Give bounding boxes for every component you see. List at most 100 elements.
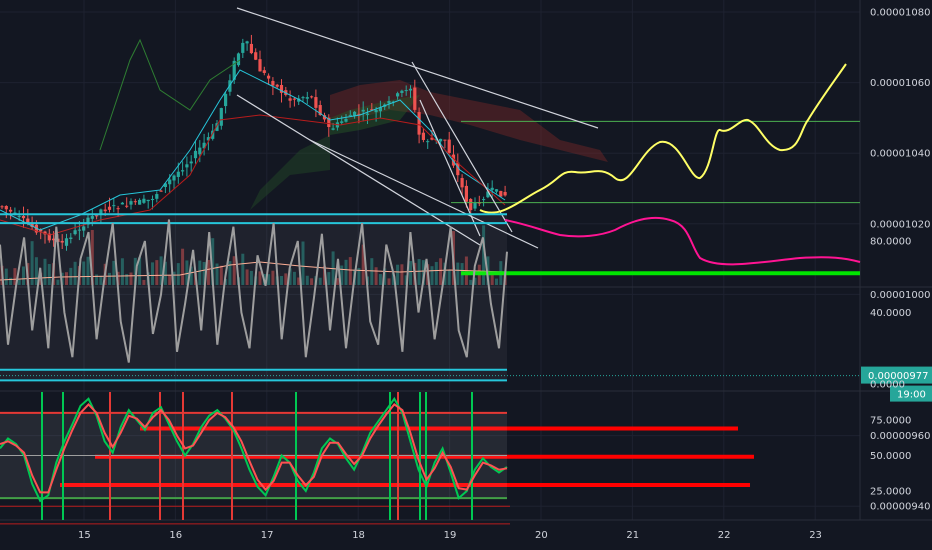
candle xyxy=(17,215,21,217)
volume-bar xyxy=(297,277,301,285)
volume-bar xyxy=(22,266,25,285)
volume-bar xyxy=(90,229,94,285)
trend-lines xyxy=(236,7,599,249)
volume-bar xyxy=(151,262,154,285)
volume-bar xyxy=(301,241,305,285)
current-price-label: 0.00000977 xyxy=(868,371,928,382)
candle xyxy=(129,201,133,205)
volume-bar xyxy=(361,244,365,285)
candle xyxy=(322,115,327,120)
candle xyxy=(297,98,301,102)
candle xyxy=(482,199,486,201)
volume-bar xyxy=(133,257,137,285)
volume-bar xyxy=(421,260,425,285)
volume-bar xyxy=(391,273,395,285)
candle xyxy=(460,178,464,188)
candle xyxy=(331,128,335,130)
candle xyxy=(374,109,378,113)
volume-bar xyxy=(138,257,142,285)
candle xyxy=(310,96,314,98)
volume-bar xyxy=(34,257,38,285)
oscillator-2-axis-label: 50.0000 xyxy=(870,451,911,462)
candle xyxy=(318,105,322,116)
volume-bar xyxy=(206,259,210,285)
candle xyxy=(314,97,318,108)
time-axis-label: 23 xyxy=(809,530,822,541)
volume-bar xyxy=(95,274,99,285)
candle xyxy=(241,42,245,53)
candle xyxy=(26,218,30,224)
volume-bar xyxy=(155,260,159,285)
candle xyxy=(490,187,494,190)
volume-bar xyxy=(280,275,283,285)
volume-bar xyxy=(469,279,473,285)
volume-bar xyxy=(241,253,245,285)
candle xyxy=(133,201,137,203)
candle xyxy=(443,139,447,141)
candle xyxy=(258,59,262,72)
candle xyxy=(43,231,47,235)
oscillator-2-panel xyxy=(0,392,508,520)
volume-bar xyxy=(176,263,180,285)
candle xyxy=(138,199,142,205)
volume-bar xyxy=(125,274,129,285)
candle xyxy=(245,41,249,44)
candle xyxy=(39,229,43,232)
candle xyxy=(142,198,146,203)
volume-bar xyxy=(108,272,111,285)
candle xyxy=(499,190,503,197)
trend-line xyxy=(236,7,599,129)
candle xyxy=(211,130,215,139)
candle xyxy=(353,111,357,116)
volume-bar xyxy=(374,267,378,285)
volume-bar xyxy=(439,258,443,285)
volume-bar xyxy=(271,270,275,285)
volume-bar xyxy=(65,272,68,285)
cloud-green-lower xyxy=(250,135,330,210)
volume-bar xyxy=(305,275,309,285)
volume-bar xyxy=(43,258,47,285)
candle xyxy=(0,206,4,208)
candle xyxy=(159,190,163,192)
candle xyxy=(292,98,296,100)
trend-line xyxy=(236,94,481,246)
candle xyxy=(378,107,382,112)
volume-bar xyxy=(327,272,331,285)
time-axis-label: 22 xyxy=(718,530,731,541)
volume-bar xyxy=(249,270,253,285)
volume-bar xyxy=(284,273,288,285)
trend-line xyxy=(411,61,513,233)
oscillator-2-line xyxy=(0,402,508,494)
volume-bar xyxy=(13,268,17,285)
volume-bar xyxy=(4,268,8,285)
volume-bar xyxy=(396,264,400,285)
projection-path-down xyxy=(504,216,861,266)
volume-bar xyxy=(232,256,236,285)
candle xyxy=(271,80,275,86)
candle xyxy=(82,226,86,231)
candle xyxy=(155,194,159,199)
candle xyxy=(206,137,210,141)
oscillator-1-panel xyxy=(0,213,508,382)
candle xyxy=(417,112,421,135)
volume-bar xyxy=(168,274,172,285)
volume-bar xyxy=(400,264,404,285)
horizontal-levels xyxy=(60,120,860,488)
volume-bar xyxy=(120,258,124,285)
candle xyxy=(486,191,490,198)
candle xyxy=(426,141,430,143)
candle xyxy=(146,199,150,202)
candle xyxy=(198,147,202,155)
candle xyxy=(404,90,408,92)
volume-bar xyxy=(142,279,146,285)
candle xyxy=(189,161,193,164)
volume-bar xyxy=(211,238,215,285)
current-price-tag xyxy=(861,366,932,384)
volume-bar xyxy=(417,259,421,285)
candle xyxy=(348,114,352,116)
candle xyxy=(305,97,309,99)
candle xyxy=(215,123,219,131)
candle xyxy=(150,198,155,201)
candle xyxy=(13,212,17,214)
